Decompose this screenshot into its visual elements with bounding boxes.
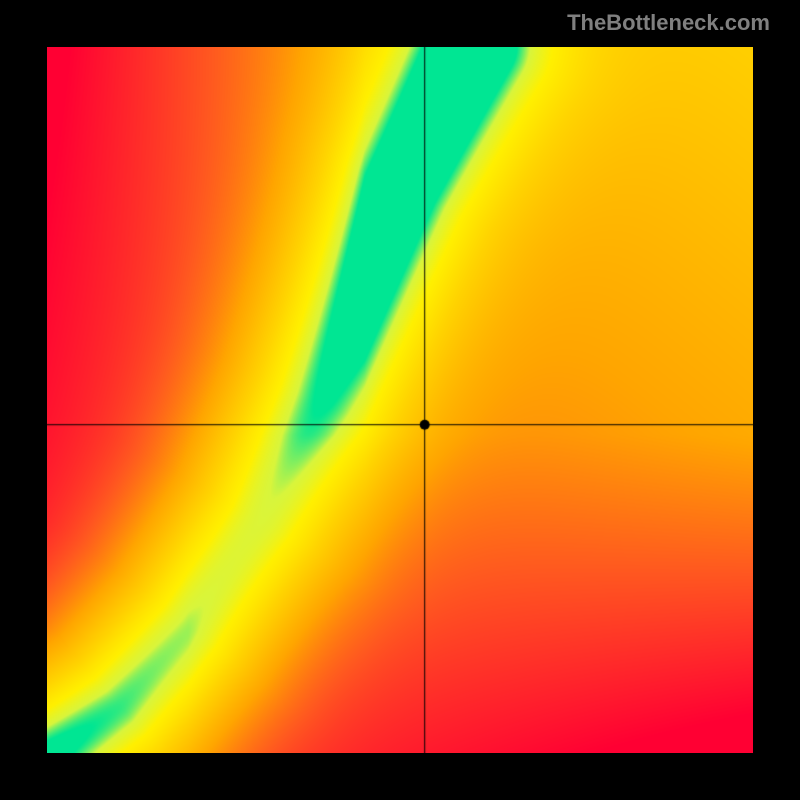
heatmap-canvas bbox=[47, 47, 753, 753]
heatmap-chart bbox=[47, 47, 753, 753]
watermark-text: TheBottleneck.com bbox=[567, 10, 770, 36]
